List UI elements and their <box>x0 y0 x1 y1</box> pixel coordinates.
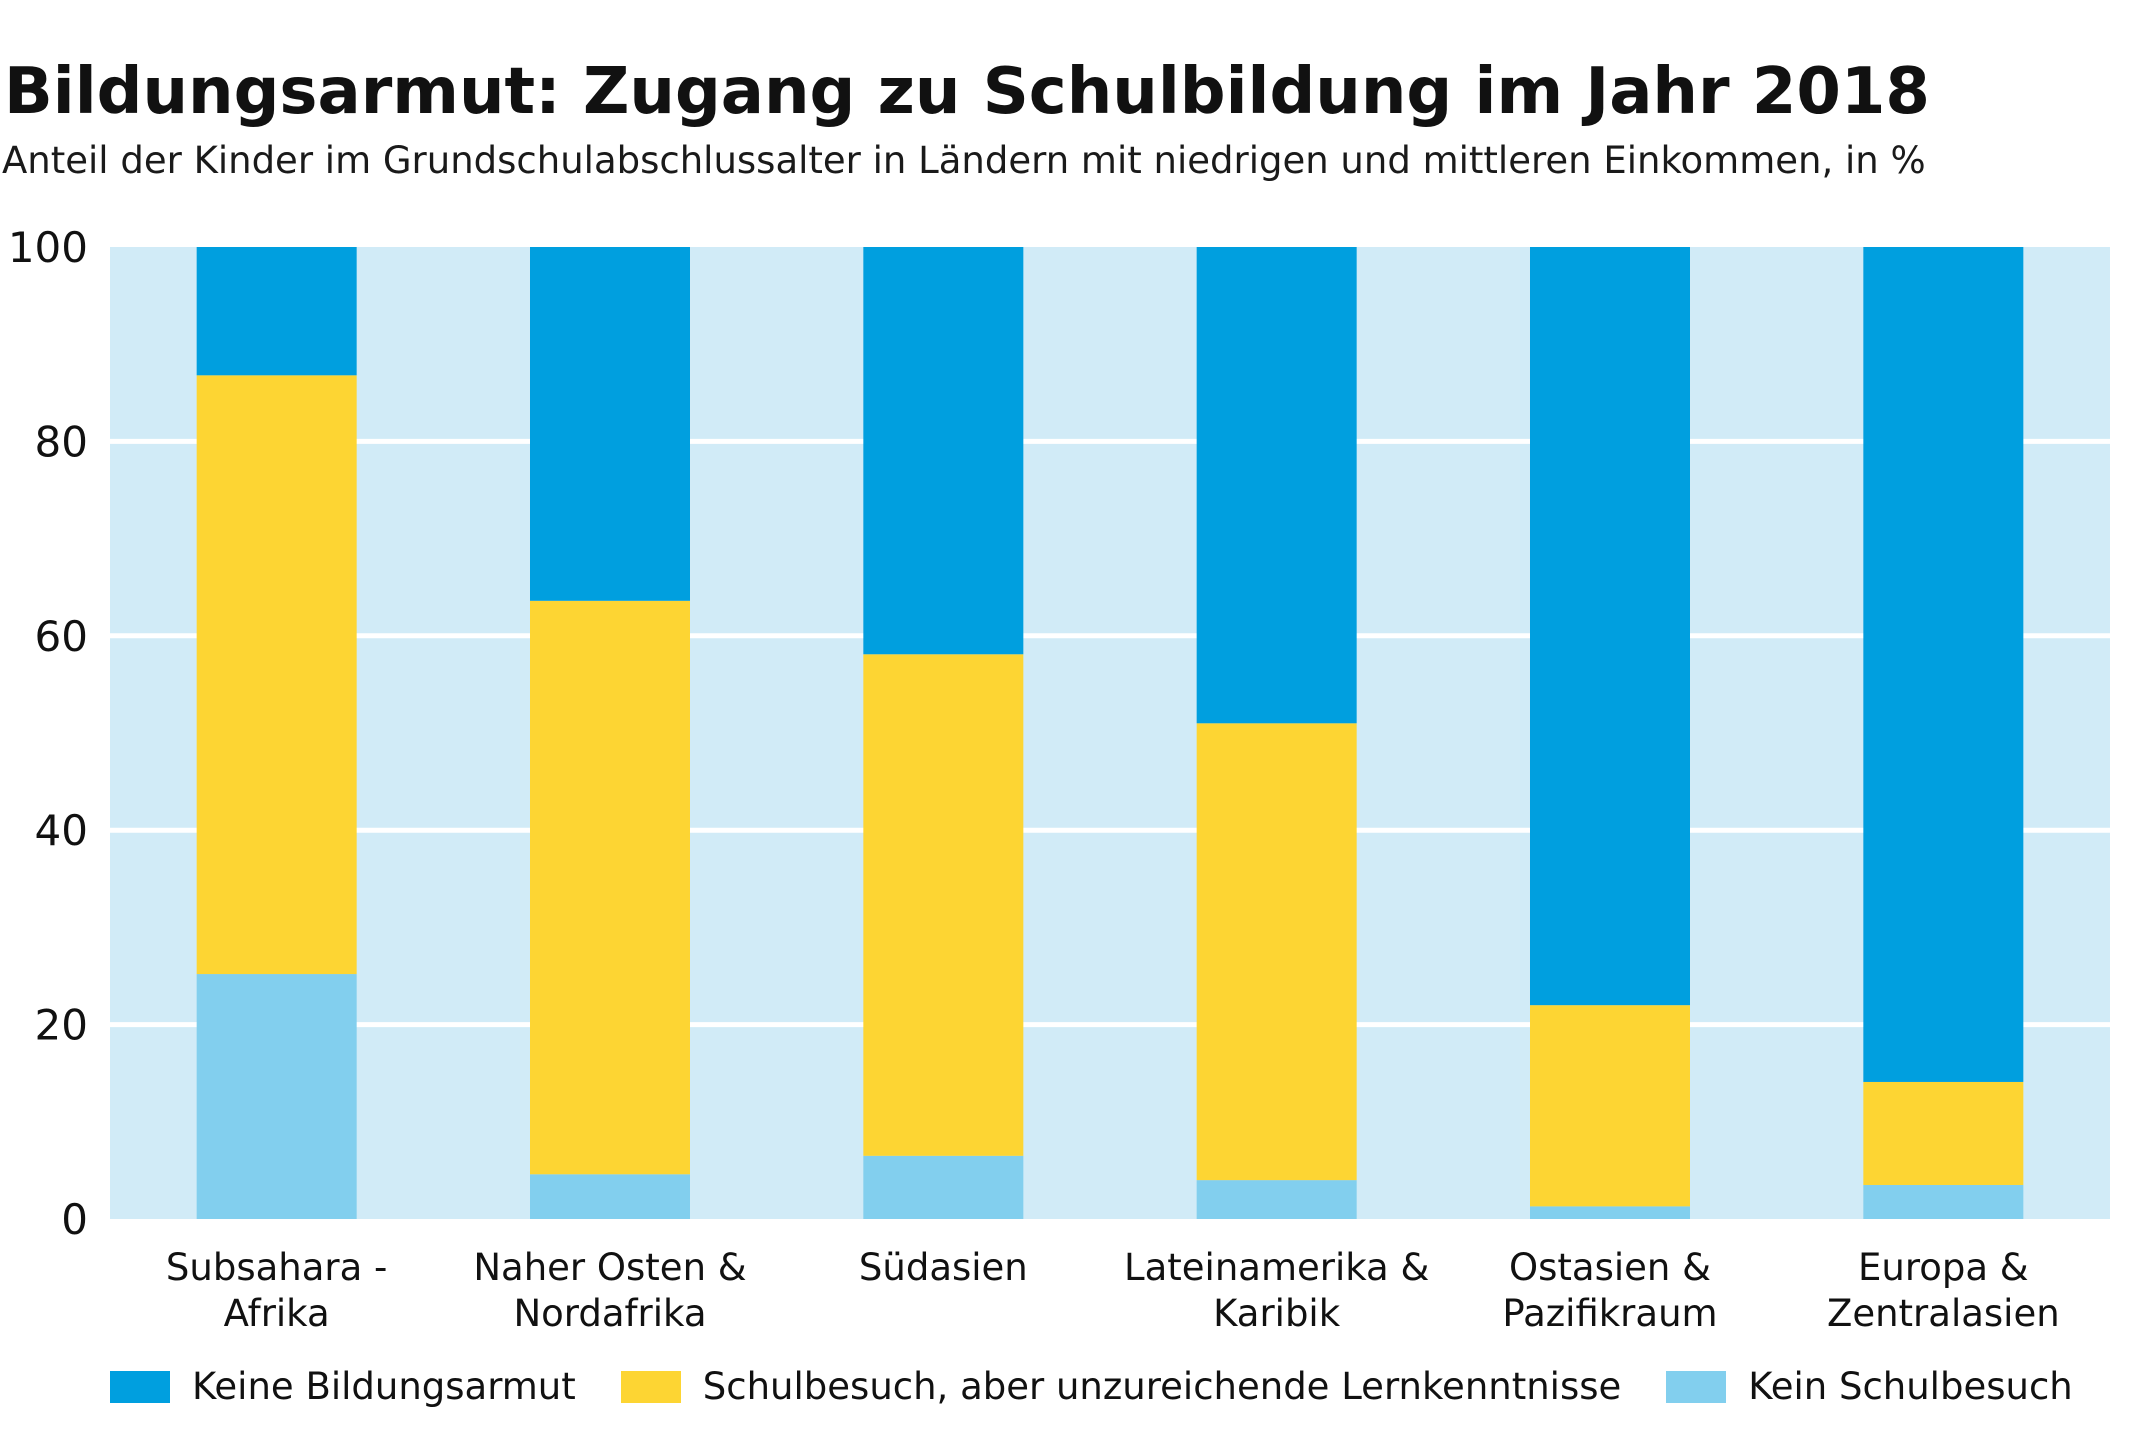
legend-swatch-unzureichende-lernkenntnisse <box>620 1370 681 1403</box>
bar-segment-6-3 <box>1863 247 2024 1082</box>
bar-segment-6-1 <box>1863 1184 2024 1219</box>
x-tick-label-2-line-1: Naher Osten & <box>473 1246 746 1289</box>
stacked-bar-chart: 0 20 40 60 80 100 Subsahara -Afrika Naher Osten… <box>8 223 2110 1335</box>
y-tick-label-80: 80 <box>35 417 88 466</box>
bar-segment-4-3 <box>1196 247 1357 724</box>
x-tick-label-4-line-2: Karibik <box>1213 1292 1341 1335</box>
x-tick-label-2-line-2: Nordafrika <box>513 1292 706 1335</box>
bar-segment-5-3 <box>1530 247 1690 1006</box>
bar-segment-2-2 <box>530 600 690 1175</box>
chart-subtitle: Anteil der Kinder im Grundschulabschluss… <box>2 139 1926 182</box>
bar-segment-3-3 <box>863 247 1024 655</box>
x-tick-label-5-line-1: Ostasien & <box>1509 1246 1711 1289</box>
y-tick-label-20: 20 <box>35 1001 88 1050</box>
y-tick-label-100: 100 <box>8 223 88 272</box>
bar-segment-1-2 <box>196 375 357 975</box>
bar-segment-5-2 <box>1530 1005 1690 1207</box>
x-tick-label-5-line-2: Pazifikraum <box>1502 1292 1717 1335</box>
bar-segment-6-2 <box>1863 1081 2024 1185</box>
legend-swatch-kein-schulbesuch <box>1666 1370 1727 1403</box>
x-tick-label-4-line-1: Lateinamerika & <box>1124 1246 1429 1289</box>
chart-title: Bildungsarmut: Zugang zu Schulbildung im… <box>4 55 1930 129</box>
bar-segment-3-2 <box>863 654 1024 1156</box>
bar-segment-2-3 <box>530 247 690 601</box>
y-tick-label-0: 0 <box>61 1195 88 1244</box>
bar-segment-4-2 <box>1196 723 1357 1181</box>
y-tick-label-40: 40 <box>35 806 88 855</box>
bar-segment-4-1 <box>1196 1180 1357 1219</box>
x-tick-label-1-line-1: Subsahara - <box>166 1246 388 1289</box>
chart-legend: Keine Bildungsarmut Schulbesuch, aber un… <box>110 1365 2073 1408</box>
plot-background <box>110 247 2110 1219</box>
x-tick-label-1-line-2: Afrika <box>224 1292 330 1335</box>
bar-segment-1-1 <box>196 974 357 1219</box>
x-tick-label-6-line-1: Europa & <box>1858 1246 2029 1289</box>
x-tick-label-3-line-1: Südasien <box>859 1246 1028 1289</box>
legend-label-kein-schulbesuch: Kein Schulbesuch <box>1748 1365 2073 1408</box>
x-tick-label-6-line-2: Zentralasien <box>1827 1292 2060 1335</box>
legend-label-keine-bildungsarmut: Keine Bildungsarmut <box>192 1365 576 1408</box>
legend-item-kein-schulbesuch: Kein Schulbesuch <box>1666 1365 2073 1408</box>
y-tick-label-60: 60 <box>35 612 88 661</box>
legend-label-unzureichende-lernkenntnisse: Schulbesuch, aber unzureichende Lernkenn… <box>702 1365 1622 1408</box>
legend-item-keine-bildungsarmut: Keine Bildungsarmut <box>110 1365 576 1408</box>
legend-item-unzureichende-lernkenntnisse: Schulbesuch, aber unzureichende Lernkenn… <box>620 1365 1622 1408</box>
bar-segment-5-1 <box>1530 1206 1690 1219</box>
legend-swatch-keine-bildungsarmut <box>110 1370 170 1403</box>
bar-segment-1-3 <box>196 247 357 376</box>
bar-segment-3-1 <box>863 1155 1024 1219</box>
bar-segment-2-1 <box>530 1174 690 1219</box>
